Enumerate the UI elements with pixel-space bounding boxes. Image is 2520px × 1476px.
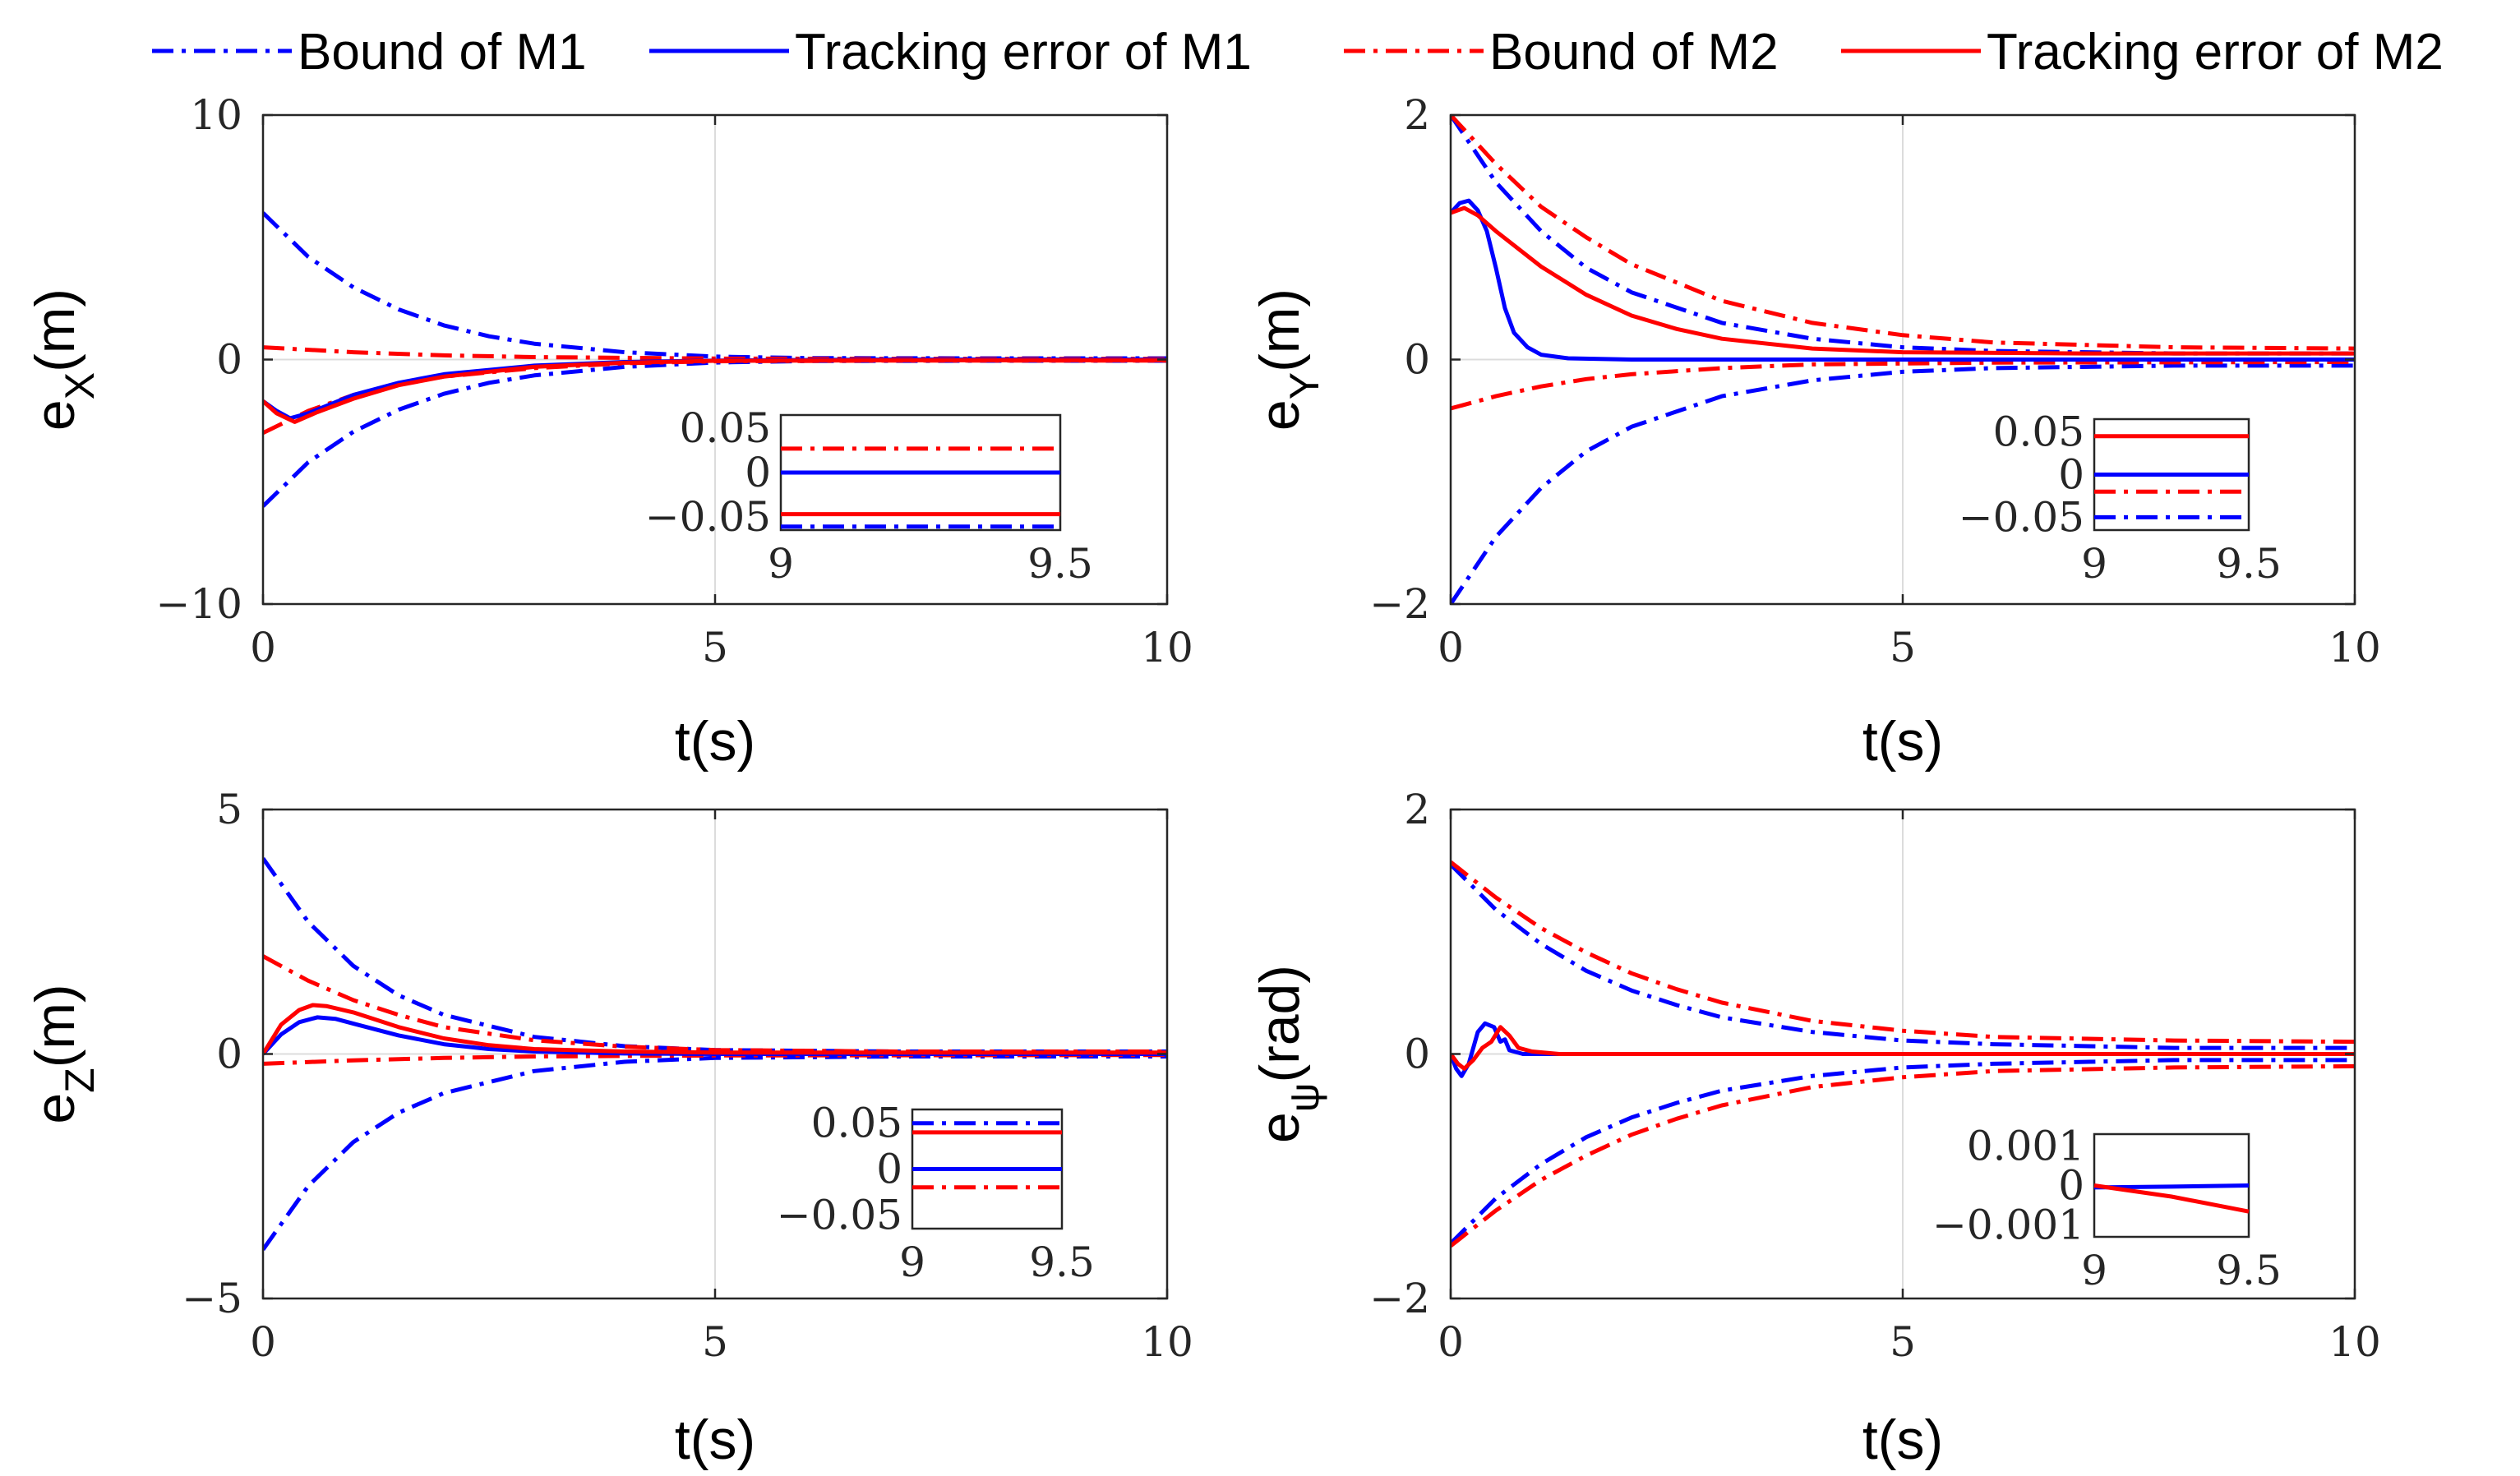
y-tick-label: 2 <box>1404 91 1430 139</box>
x-axis-label: t(s) <box>1862 710 1943 773</box>
y-tick-label: 2 <box>1404 786 1430 833</box>
inset-y-tick-label: 0.05 <box>680 404 771 452</box>
y-tick-label: −2 <box>1369 580 1430 628</box>
x-tick-label: 10 <box>1141 1318 1193 1366</box>
x-tick-label: 0 <box>1438 1318 1464 1366</box>
x-tick-label: 0 <box>250 1318 276 1366</box>
x-axis-label: t(s) <box>1862 1409 1943 1471</box>
x-tick-label: 5 <box>702 624 728 671</box>
inset-1: 9 9.5 0.050−0.05 <box>645 404 1093 588</box>
y-axis-label: eY(m) <box>1248 288 1327 431</box>
x-tick-label: 5 <box>1890 624 1916 671</box>
series-group <box>1451 860 2355 1248</box>
x-tick-label: 10 <box>1141 624 1193 671</box>
series-line-tracking-error-of-m2 <box>263 357 1167 424</box>
series-group <box>1451 115 2355 604</box>
legend-label-bound-m1: Bound of M1 <box>298 24 587 81</box>
series-line-tracking-error-of-m2 <box>263 1003 1167 1055</box>
inset-x-tick-label: 9.5 <box>2216 540 2282 588</box>
y-axis-label-base: e <box>1248 399 1311 431</box>
x-tick-label: 0 <box>250 624 276 671</box>
series-group <box>263 857 1167 1251</box>
x-tick-label: 10 <box>2328 1318 2381 1366</box>
inset-x-tick-label: 9.5 <box>2216 1247 2282 1294</box>
x-tick-label: 5 <box>702 1318 728 1366</box>
y-axis-label-base: e <box>24 399 86 431</box>
y-axis-label-unit: (rad) <box>1248 965 1311 1083</box>
inset-y-tick-label: 0 <box>2058 451 2084 499</box>
y-axis-label: eψ(rad) <box>1248 965 1327 1143</box>
y-tick-label: 0 <box>216 1031 242 1078</box>
inset-y-tick-label: 0 <box>876 1146 902 1193</box>
y-axis-label-base: e <box>24 1093 86 1124</box>
series-line-bound-of-m2 <box>1451 360 2355 411</box>
inset-y-tick-label: −0.05 <box>777 1191 902 1238</box>
series-line-bound-of-m1 <box>1451 363 2355 604</box>
series-line-bound-of-m2 <box>1451 860 2355 1045</box>
inset-y-tick-label: 0.001 <box>1967 1122 2084 1169</box>
x-tick-label: 5 <box>1890 1318 1916 1366</box>
y-tick-label: −2 <box>1369 1275 1430 1322</box>
legend-label-tracking-error-m1: Tracking error of M1 <box>795 24 1252 81</box>
series-line-tracking-error-of-m1 <box>1451 1021 2355 1078</box>
inset-2: 9 9.5 0.050−0.05 <box>1959 408 2282 588</box>
series-line-bound-of-m1 <box>1451 863 2355 1050</box>
inset-y-tick-label: −0.05 <box>1959 493 2084 541</box>
legend-label-tracking-error-m2: Tracking error of M2 <box>1987 24 2444 81</box>
inset-x-tick-label: 9 <box>899 1238 925 1286</box>
inset-y-tick-label: −0.05 <box>645 493 771 541</box>
y-tick-label: 0 <box>1404 336 1430 384</box>
y-axis-label-sub: Y <box>1281 372 1327 399</box>
y-axis-label: eZ(m) <box>24 984 103 1123</box>
series-line-tracking-error-of-m2 <box>1451 205 2355 356</box>
x-axis-label: t(s) <box>675 1409 755 1471</box>
legend-label-bound-m2: Bound of M2 <box>1489 24 1779 81</box>
x-tick-label: 10 <box>2328 624 2381 671</box>
y-axis-label-sub: X <box>57 372 103 399</box>
inset-x-tick-label: 9 <box>768 540 794 588</box>
x-axis-label: t(s) <box>675 710 755 773</box>
y-axis-label-sub: ψ <box>1281 1083 1327 1113</box>
inset-3: 9 9.5 0.050−0.05 <box>777 1100 1095 1286</box>
x-tick-label: 0 <box>1438 624 1464 671</box>
y-tick-label: 10 <box>190 91 242 139</box>
series-line-bound-of-m2 <box>263 1053 1167 1066</box>
inset-x-tick-label: 9 <box>2081 540 2107 588</box>
series-line-bound-of-m2 <box>1451 1063 2355 1248</box>
inset-x-tick-label: 9.5 <box>1027 540 1093 588</box>
inset-y-tick-label: −0.001 <box>1932 1202 2084 1249</box>
y-tick-label: 0 <box>1404 1031 1430 1078</box>
inset-x-tick-label: 9.5 <box>1029 1238 1095 1286</box>
legend: Bound of M1 Tracking error of M1 Bound o… <box>152 24 2444 81</box>
y-tick-label: −10 <box>155 580 242 628</box>
inset-y-tick-label: 0 <box>745 449 771 496</box>
y-axis-label-unit: (m) <box>1248 288 1311 372</box>
y-tick-label: −5 <box>182 1275 242 1322</box>
y-axis-label-base: e <box>1248 1112 1311 1143</box>
y-axis-label-unit: (m) <box>24 984 86 1068</box>
y-axis-label-sub: Z <box>57 1068 103 1093</box>
series-line-tracking-error-of-m1 <box>1451 198 2355 362</box>
inset-y-tick-label: 0.05 <box>811 1100 902 1147</box>
series-line-bound-of-m1 <box>1451 1058 2355 1245</box>
inset-y-tick-label: 0 <box>2058 1162 2084 1210</box>
y-axis-label: eX(m) <box>24 288 103 431</box>
y-tick-label: 0 <box>216 336 242 384</box>
series-line-tracking-error-of-m2 <box>1451 1025 2355 1071</box>
inset-series-line <box>2093 1183 2250 1214</box>
series-group <box>263 211 1167 508</box>
inset-x-tick-label: 9 <box>2081 1247 2107 1294</box>
y-tick-label: 5 <box>216 786 242 833</box>
inset-y-tick-label: 0.05 <box>1993 408 2084 456</box>
y-axis-label-unit: (m) <box>24 288 86 372</box>
